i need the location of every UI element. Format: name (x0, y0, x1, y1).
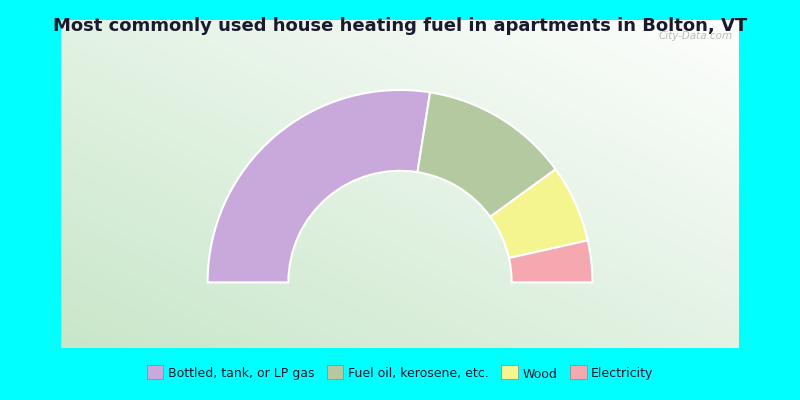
Wedge shape (490, 169, 588, 258)
Legend: Bottled, tank, or LP gas, Fuel oil, kerosene, etc., Wood, Electricity: Bottled, tank, or LP gas, Fuel oil, kero… (142, 362, 658, 386)
Wedge shape (418, 92, 556, 217)
Wedge shape (509, 240, 593, 282)
Wedge shape (207, 90, 430, 282)
Text: Most commonly used house heating fuel in apartments in Bolton, VT: Most commonly used house heating fuel in… (53, 17, 747, 35)
Text: City-Data.com: City-Data.com (658, 31, 732, 41)
